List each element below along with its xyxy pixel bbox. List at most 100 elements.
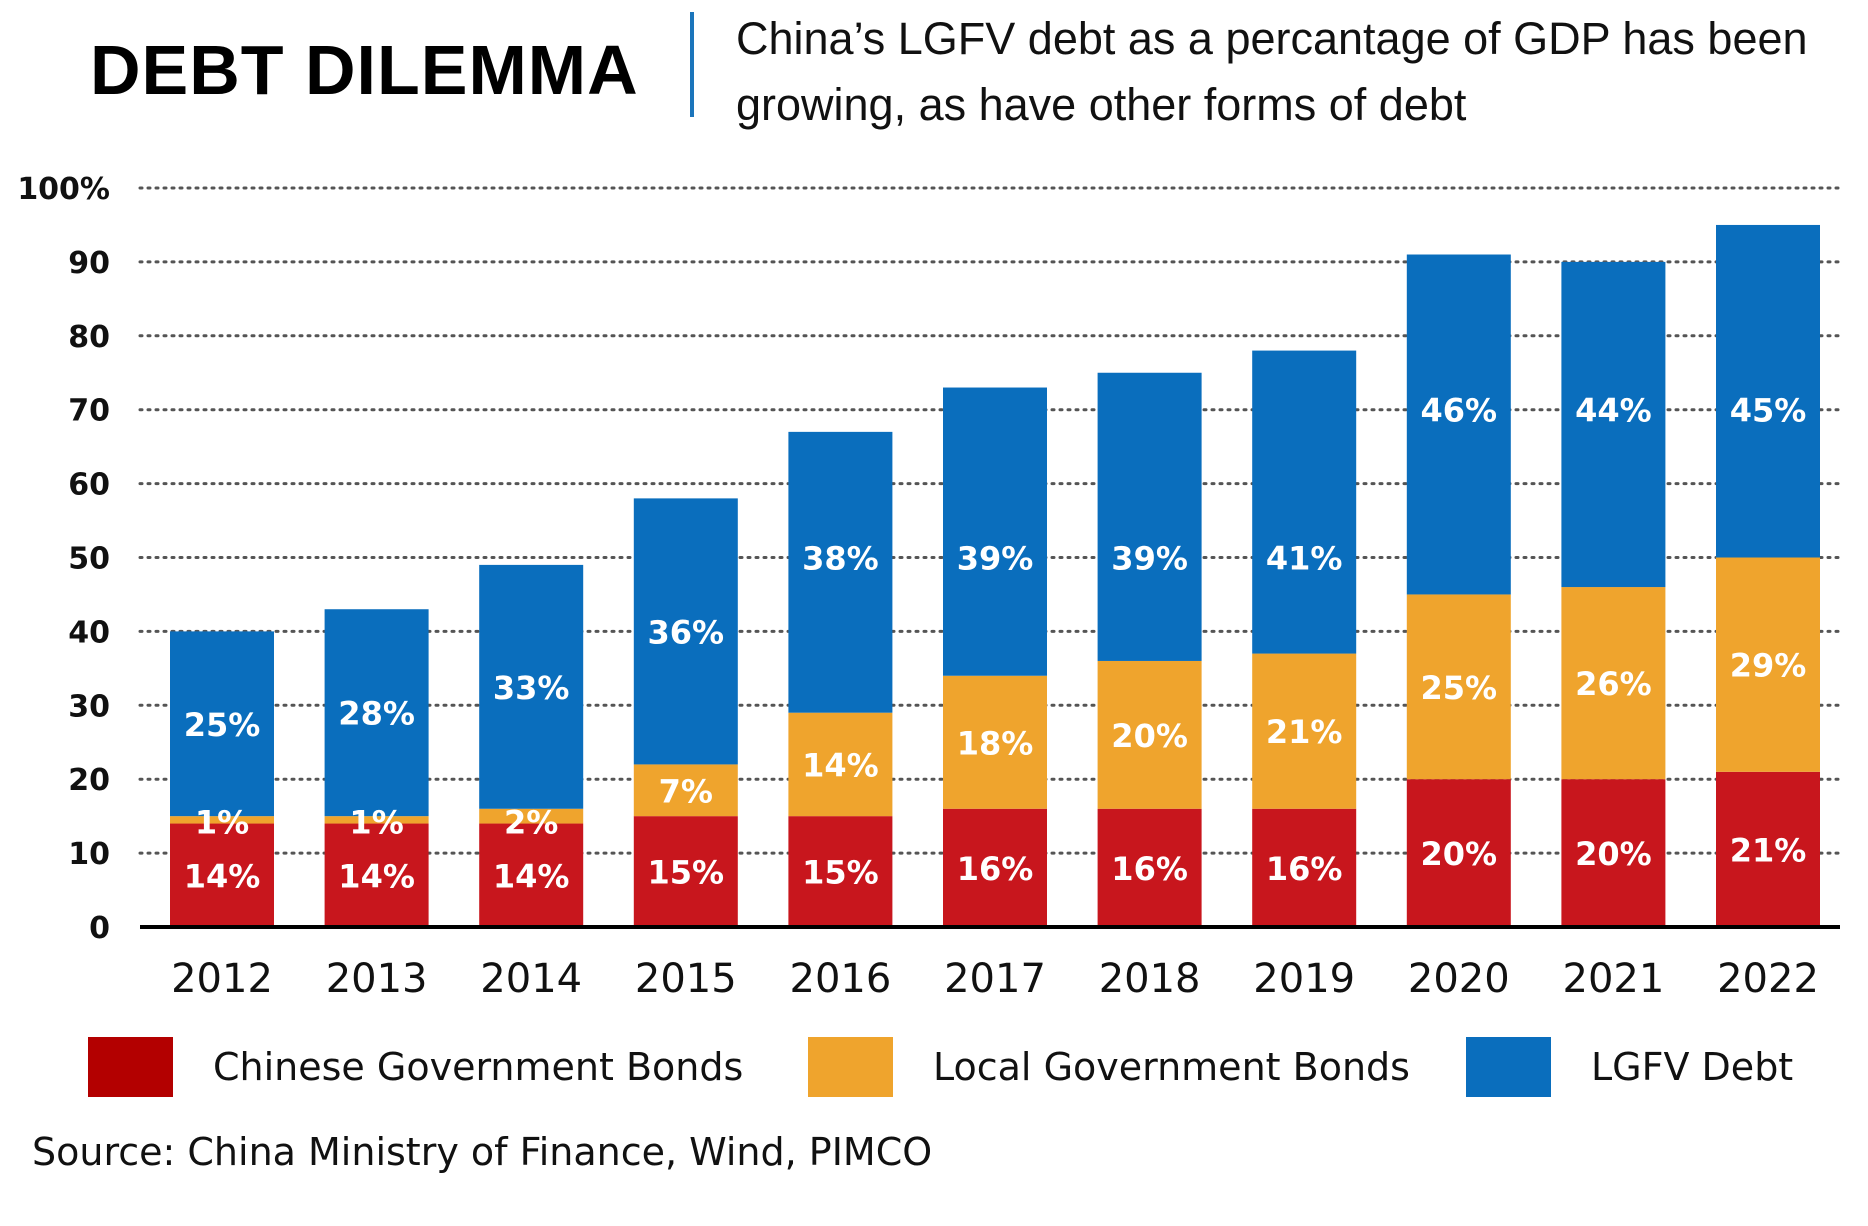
segment-value-label: 21% [1266, 713, 1343, 751]
x-tick-label: 2020 [1408, 956, 1510, 1002]
segment-value-label: 2% [504, 804, 558, 842]
x-tick-label: 2013 [326, 956, 428, 1002]
y-tick-label: 50 [68, 542, 110, 577]
bar-segment [324, 823, 429, 927]
segment-value-label: 16% [1111, 850, 1188, 888]
bar-segment [1252, 808, 1357, 927]
segment-value-label: 39% [1111, 540, 1188, 578]
x-tick-label: 2021 [1563, 956, 1665, 1002]
bar-segment [1716, 557, 1820, 772]
segment-value-label: 36% [648, 613, 725, 651]
segment-value-label: 26% [1575, 665, 1652, 703]
x-tick-label: 2022 [1717, 956, 1819, 1002]
y-tick-label: 20 [68, 763, 110, 798]
segment-value-label: 29% [1730, 647, 1807, 685]
segment-value-label: 18% [957, 724, 1034, 762]
bar-segment [1716, 224, 1820, 558]
y-tick-label: 70 [68, 394, 110, 429]
legend-label-lgb: Local Government Bonds [933, 1045, 1410, 1089]
chart-subtitle: China’s LGFV debt as a percantage of GDP… [736, 13, 1808, 130]
bar-segment [633, 498, 738, 765]
x-tick-label: 2012 [171, 956, 273, 1002]
legend-item-lgb: Local Government Bonds [808, 1037, 1410, 1097]
segment-value-label: 14% [493, 857, 570, 895]
bar-segment [1097, 808, 1202, 927]
segment-value-label: 28% [338, 695, 415, 733]
bar-segment [170, 816, 274, 824]
x-tick-label: 2014 [480, 956, 582, 1002]
bar-segment [788, 431, 893, 713]
bar-segment [479, 808, 584, 824]
y-tick-label: 80 [68, 320, 110, 355]
y-tick-label: 90 [68, 246, 110, 281]
legend-label-cgb: Chinese Government Bonds [213, 1045, 744, 1089]
y-tick-label: 30 [68, 689, 110, 724]
bar-segment [943, 808, 1047, 927]
segment-value-label: 7% [659, 772, 713, 810]
bar-segment [170, 823, 274, 927]
x-tick-label: 2015 [635, 956, 737, 1002]
bar-segment [943, 387, 1047, 676]
y-tick-label: 100% [17, 172, 110, 207]
bar-segment [633, 816, 738, 927]
bar-segment [479, 823, 584, 927]
bar-segment [1716, 771, 1820, 927]
segment-value-label: 39% [957, 540, 1034, 578]
legend-item-cgb: Chinese Government Bonds [88, 1037, 743, 1097]
x-tick-label: 2019 [1253, 956, 1355, 1002]
bar-segment [788, 712, 893, 817]
bar-segment [479, 564, 584, 809]
bar-segment [943, 675, 1047, 809]
segment-value-label: 44% [1575, 392, 1652, 430]
bar-segment [170, 631, 274, 817]
segment-value-label: 46% [1421, 392, 1498, 430]
segment-value-label: 21% [1730, 831, 1807, 869]
segment-value-label: 15% [648, 854, 725, 892]
bar-segment [1406, 594, 1511, 780]
segment-value-label: 33% [493, 669, 570, 707]
segment-value-label: 14% [184, 857, 261, 895]
stacked-bar-chart: 0 10 20 30 40 50 60 70 80 90 100% 14% 1% 25% 2012 14% 1%… [17, 172, 1842, 1002]
bar-segment [1252, 350, 1357, 654]
chart-title: DEBT DILEMMA [90, 31, 639, 109]
segment-value-label: 15% [802, 854, 879, 892]
segment-value-label: 25% [1421, 669, 1498, 707]
bar-segment [1097, 660, 1202, 809]
bar-segment [1561, 261, 1666, 588]
segment-value-label: 38% [802, 540, 879, 578]
y-tick-label: 0 [89, 911, 110, 946]
segment-value-label: 45% [1730, 392, 1807, 430]
bar-segment [1097, 372, 1202, 661]
y-tick-label: 40 [68, 615, 110, 650]
legend-swatch-lgfv [1466, 1037, 1551, 1097]
bar-segment [1252, 653, 1357, 809]
bar-segment [1561, 779, 1666, 927]
x-tick-label: 2017 [944, 956, 1046, 1002]
bar-segment [1406, 779, 1511, 927]
segment-value-label: 20% [1421, 835, 1498, 873]
bar-segment [633, 764, 738, 817]
segment-value-label: 14% [338, 857, 415, 895]
bar-segment [1406, 254, 1511, 595]
segment-value-label: 1% [349, 804, 403, 842]
segment-value-label: 16% [957, 850, 1034, 888]
y-tick-label: 60 [68, 468, 110, 503]
legend-label-lgfv: LGFV Debt [1591, 1045, 1794, 1089]
legend-swatch-lgb [808, 1037, 893, 1097]
segment-value-label: 1% [195, 804, 249, 842]
legend-item-lgfv: LGFV Debt [1466, 1037, 1793, 1097]
x-tick-label: 2016 [790, 956, 892, 1002]
source-note: Source: China Ministry of Finance, Wind,… [32, 1130, 933, 1174]
segment-value-label: 14% [802, 746, 879, 784]
bar-segment [1561, 587, 1666, 780]
y-tick-label: 10 [68, 837, 110, 872]
bar-segment [788, 816, 893, 927]
segment-value-label: 20% [1111, 717, 1188, 755]
bar-segment [324, 816, 429, 824]
segment-value-label: 16% [1266, 850, 1343, 888]
x-tick-label: 2018 [1099, 956, 1201, 1002]
bar-segment [324, 609, 429, 817]
legend-swatch-cgb [88, 1037, 173, 1097]
segment-value-label: 20% [1575, 835, 1652, 873]
title-divider [690, 12, 694, 117]
